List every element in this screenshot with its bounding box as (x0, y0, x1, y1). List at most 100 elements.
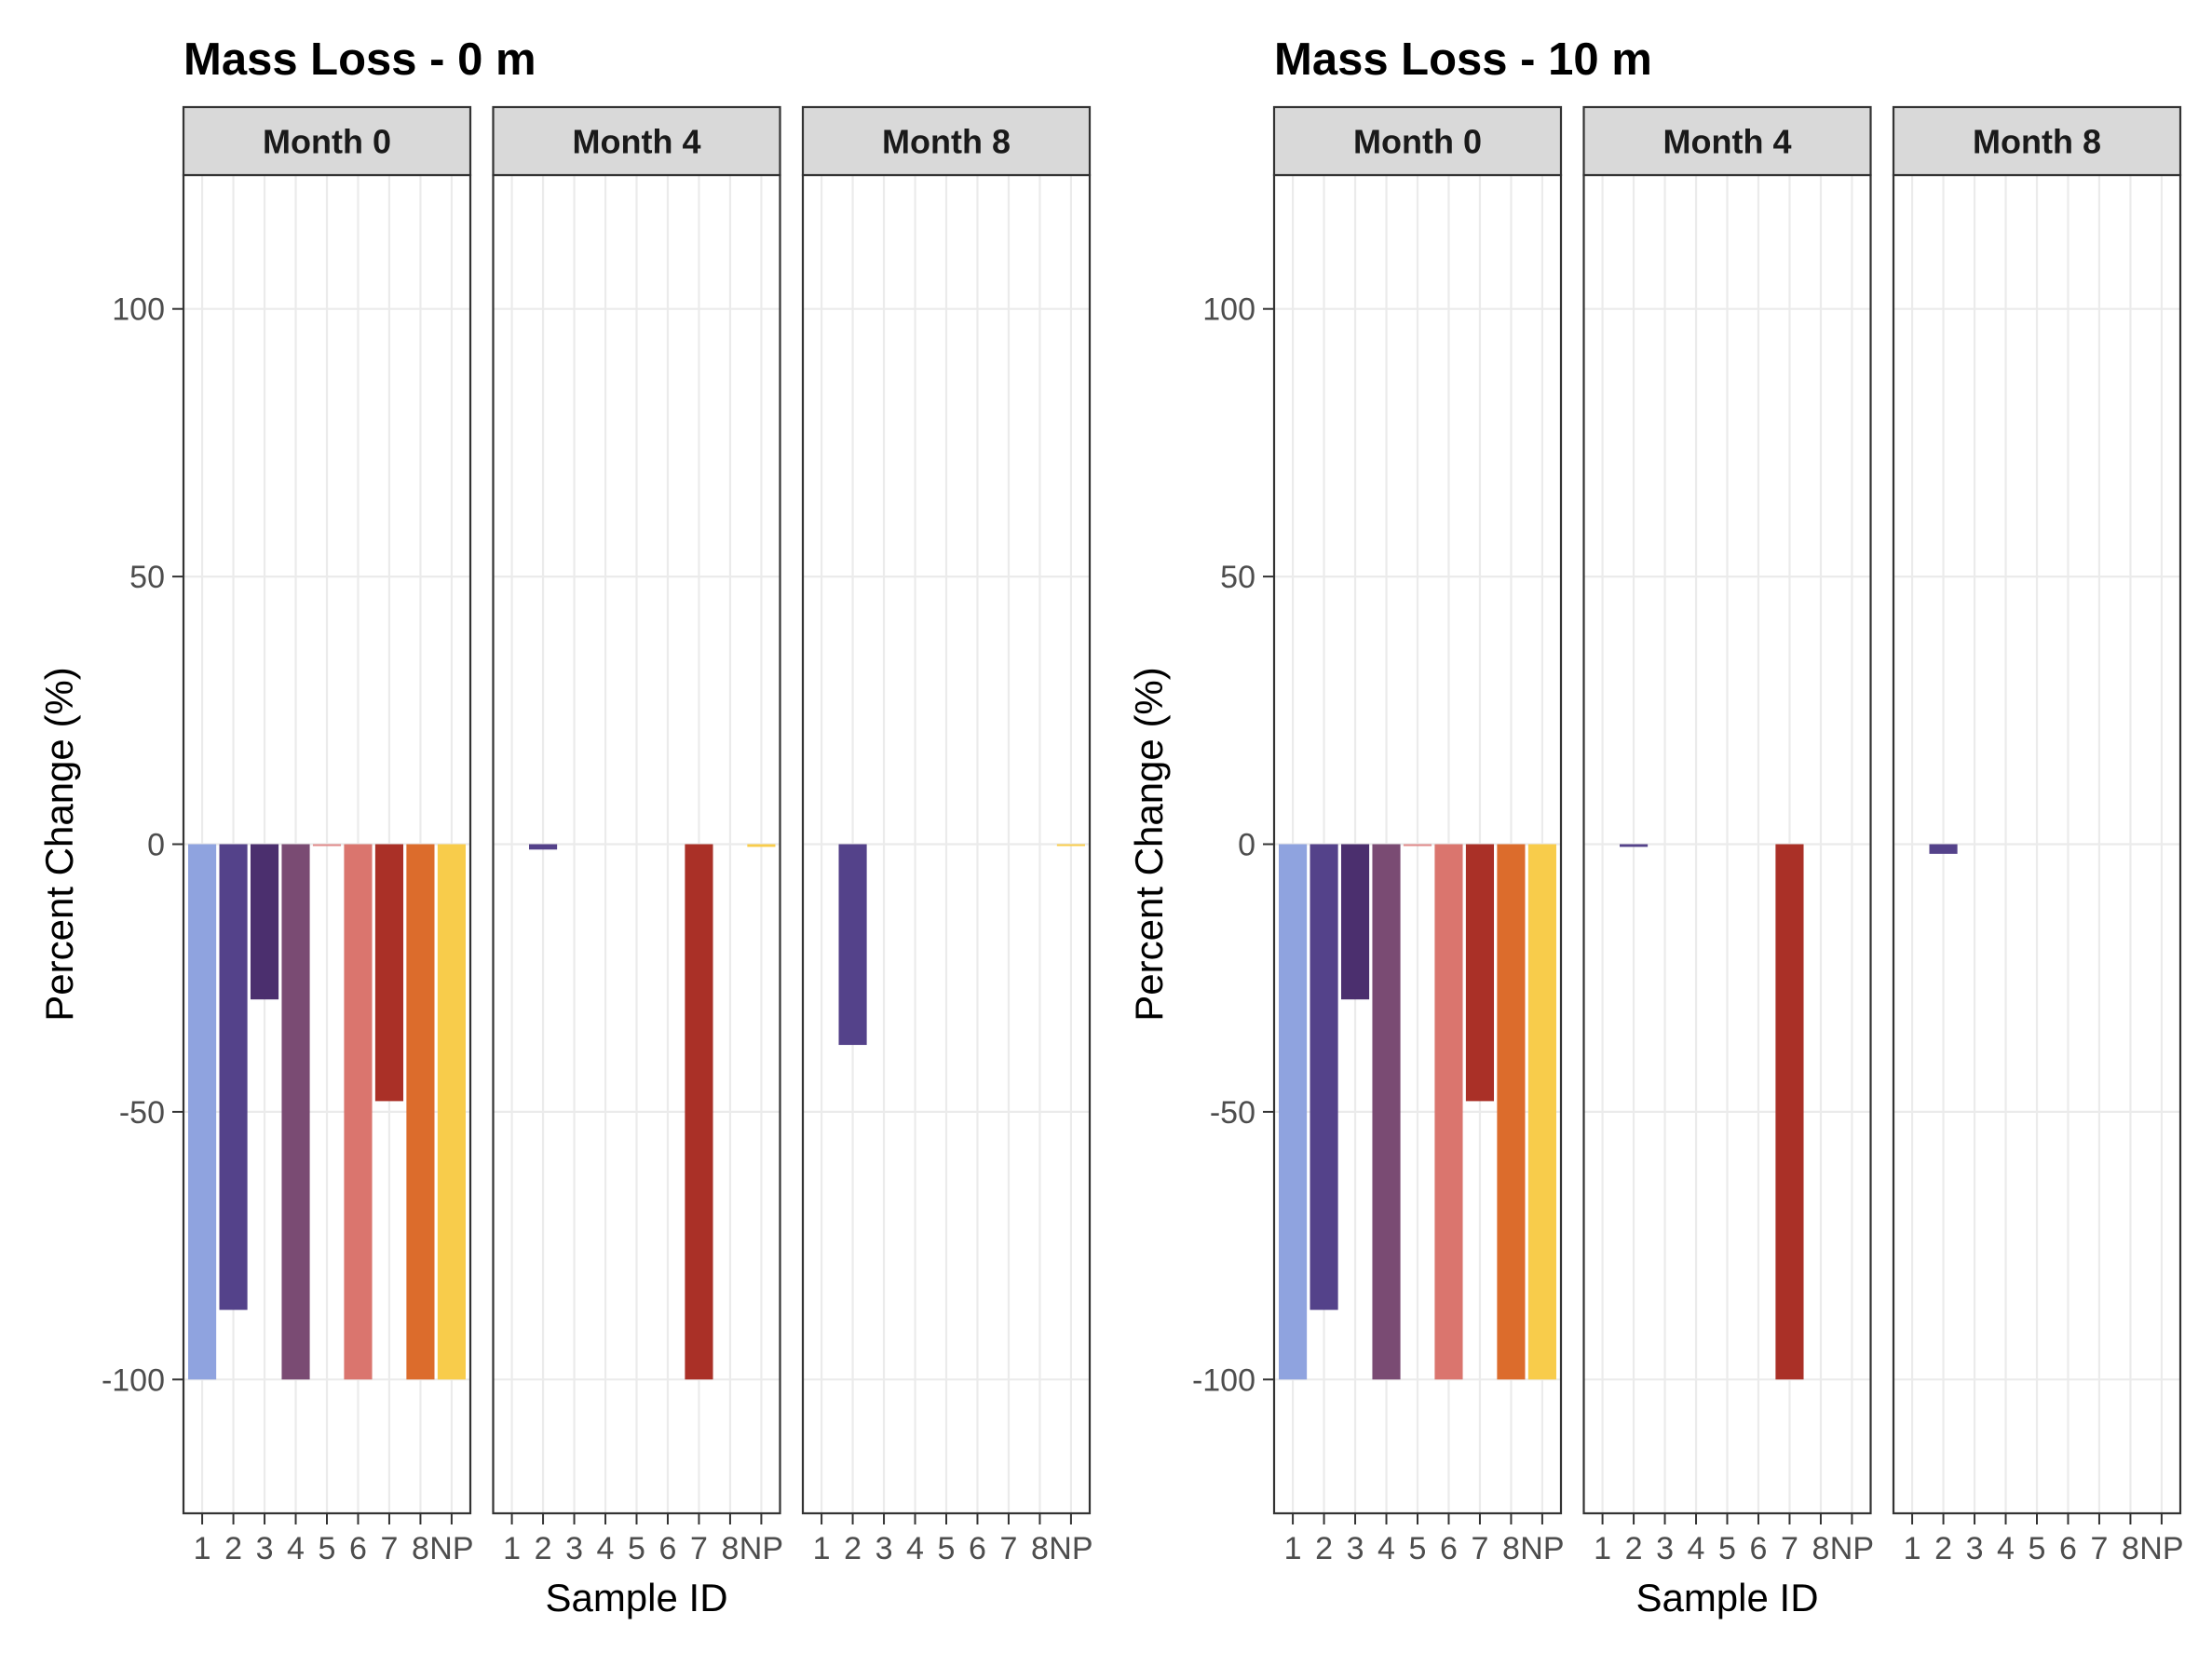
x-tick-label: 2 (1934, 1531, 1952, 1566)
bar-7 (374, 844, 404, 1102)
bar-4 (1372, 844, 1401, 1380)
y-tick-label: -50 (119, 1095, 165, 1131)
bar-2 (1310, 844, 1338, 1310)
bar-5 (1403, 844, 1432, 847)
bar-6 (344, 844, 373, 1380)
chart-title: Mass Loss - 10 m (1274, 34, 1652, 85)
facet-strip (182, 105, 472, 177)
x-tick-label: 2 (535, 1531, 552, 1566)
y-tick-label: 50 (1220, 560, 1255, 595)
x-tick-label: 1 (503, 1531, 521, 1566)
bar-3 (1340, 844, 1370, 1000)
bar-NP (1527, 844, 1556, 1380)
x-tick-label: 4 (1997, 1531, 2015, 1566)
x-tick-label: 7 (1471, 1531, 1488, 1566)
x-tick-label: 2 (844, 1531, 862, 1566)
x-tick-label: NP (429, 1531, 473, 1566)
bar-2 (1620, 844, 1649, 847)
x-tick-label: 4 (597, 1531, 615, 1566)
x-tick-label: 5 (2029, 1531, 2046, 1566)
x-tick-label: 8 (2122, 1531, 2139, 1566)
y-tick-label: 0 (147, 828, 165, 863)
x-tick-label: 4 (287, 1531, 305, 1566)
facet-strip (492, 105, 781, 177)
bar-2 (219, 844, 248, 1310)
x-tick-label: 3 (256, 1531, 274, 1566)
facet-strip (1272, 105, 1563, 177)
bar-8 (1497, 844, 1526, 1380)
bar-6 (1434, 844, 1463, 1380)
bar-4 (281, 844, 310, 1380)
x-tick-label: 1 (1594, 1531, 1611, 1566)
x-tick-label: 6 (969, 1531, 986, 1566)
x-tick-label: NP (1520, 1531, 1564, 1566)
bar-1 (188, 844, 217, 1380)
bar-2 (529, 844, 558, 850)
x-tick-label: 1 (1284, 1531, 1302, 1566)
x-tick-label: 4 (906, 1531, 924, 1566)
bar-2 (1929, 844, 1958, 854)
y-tick-label: -100 (102, 1362, 165, 1398)
x-tick-label: 3 (1966, 1531, 1984, 1566)
y-tick-label: -100 (1192, 1362, 1255, 1398)
x-tick-label: 3 (565, 1531, 583, 1566)
x-tick-label: 3 (1347, 1531, 1364, 1566)
x-tick-label: 1 (194, 1531, 211, 1566)
bar-1 (1279, 844, 1308, 1380)
x-tick-label: 7 (380, 1531, 398, 1566)
x-tick-label: 4 (1377, 1531, 1395, 1566)
y-tick-label: 100 (1202, 292, 1255, 328)
x-tick-label: 1 (813, 1531, 831, 1566)
bar-NP (747, 844, 776, 847)
y-tick-label: -50 (1210, 1095, 1255, 1131)
x-tick-label: 8 (721, 1531, 739, 1566)
facet-panel: Month 0 1 2 3 4 5 6 7 8 NP (1272, 105, 1565, 1566)
chart-1: Mass Loss - 0 m -100 -50 0 50 100 Percent Chan… (37, 34, 1093, 1619)
x-tick-label: 3 (1656, 1531, 1674, 1566)
facet-strip (801, 105, 1092, 177)
x-tick-label: 8 (412, 1531, 429, 1566)
bar-8 (406, 844, 435, 1380)
x-tick-label: 6 (659, 1531, 677, 1566)
facet-panel: Month 8 1 2 3 4 5 6 7 8 NP (801, 105, 1093, 1566)
x-tick-label: 6 (2059, 1531, 2077, 1566)
y-tick-label: 50 (129, 560, 165, 595)
x-axis-title: Sample ID (545, 1576, 727, 1619)
facet-strip-label: Month 0 (1353, 123, 1482, 161)
x-tick-label: NP (1830, 1531, 1874, 1566)
facet-panel: Month 0 1 2 3 4 5 6 7 8 NP (182, 105, 474, 1566)
y-tick-label: 0 (1238, 828, 1255, 863)
x-tick-label: 6 (1750, 1531, 1768, 1566)
x-tick-label: 8 (1812, 1531, 1829, 1566)
facet-strip (1582, 105, 1872, 177)
x-tick-label: 7 (1781, 1531, 1798, 1566)
bar-7 (1465, 844, 1495, 1102)
facet-panel: Month 8 1 2 3 4 5 6 7 8 NP (1892, 105, 2184, 1566)
x-tick-label: 3 (875, 1531, 893, 1566)
bar-NP (1056, 844, 1085, 847)
x-tick-label: 5 (628, 1531, 645, 1566)
x-tick-label: 4 (1688, 1531, 1705, 1566)
x-tick-label: 5 (319, 1531, 336, 1566)
x-tick-label: 2 (224, 1531, 242, 1566)
facet-strip-label: Month 8 (882, 123, 1011, 161)
y-tick-label: 100 (112, 292, 165, 328)
x-tick-label: 6 (349, 1531, 367, 1566)
x-tick-label: 7 (999, 1531, 1017, 1566)
x-tick-label: 5 (1409, 1531, 1427, 1566)
facet-strip-label: Month 0 (263, 123, 391, 161)
y-axis-title: Percent Change (%) (37, 667, 81, 1022)
chart-2: Mass Loss - 10 m -100 -50 0 50 100 Percent Cha… (1127, 34, 2184, 1619)
bar-3 (250, 844, 279, 1000)
facet-strip (1892, 105, 2182, 177)
x-axis-title: Sample ID (1635, 1576, 1818, 1619)
chart-title: Mass Loss - 0 m (183, 34, 536, 85)
facet-panel: Month 4 1 2 3 4 5 6 7 8 NP (1582, 105, 1874, 1566)
x-tick-label: 5 (1718, 1531, 1736, 1566)
x-tick-label: 2 (1625, 1531, 1643, 1566)
x-tick-label: NP (1049, 1531, 1092, 1566)
facet-strip-label: Month 4 (573, 123, 701, 161)
x-tick-label: 2 (1315, 1531, 1333, 1566)
